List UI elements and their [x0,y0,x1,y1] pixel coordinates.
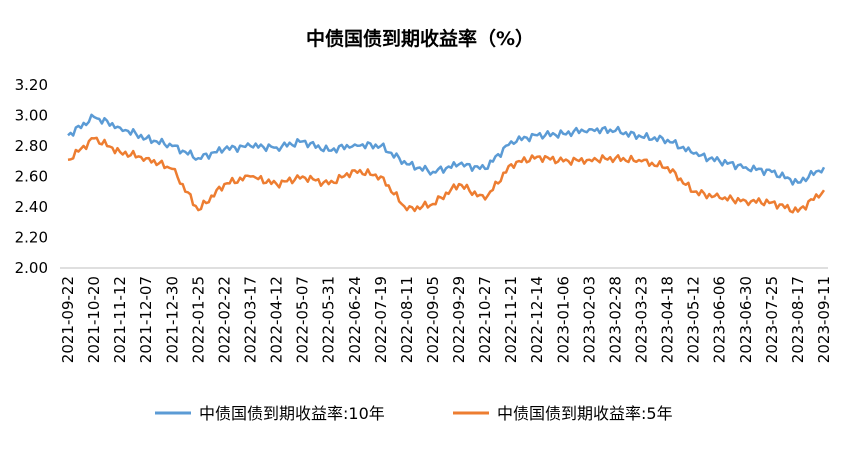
x-tick-label: 2021-10-20 [85,276,103,363]
y-tick-label: 2.40 [15,198,48,216]
x-tick-label: 2023-02-03 [580,276,598,363]
x-tick-label: 2023-05-12 [685,276,703,363]
x-tick-label: 2023-03-23 [633,276,651,363]
x-tick-label: 2022-03-17 [241,276,259,363]
x-tick-label: 2022-07-19 [372,276,390,363]
x-tick-label: 2022-05-31 [320,276,338,363]
y-tick-label: 3.00 [15,107,48,125]
x-tick-label: 2022-06-24 [346,276,364,363]
x-tick-label: 2022-11-21 [502,276,520,363]
x-tick-label: 2022-05-07 [294,276,312,363]
y-tick-label: 2.80 [15,137,48,155]
chart-title: 中债国债到期收益率（%） [306,27,534,50]
x-tick-label: 2021-11-12 [111,276,129,363]
x-tick-label: 2022-09-29 [450,276,468,363]
axes: 2.00 2.20 2.40 2.60 2.80 3.00 3.20 2021-09-22 20… [15,76,833,363]
x-tick-label: 2023-01-06 [554,276,572,363]
x-tick-label: 2022-09-05 [424,276,442,363]
y-tick-label: 2.60 [15,168,48,186]
series-line-5y [67,136,826,214]
y-tick-label: 2.00 [15,259,48,277]
y-tick-label: 2.20 [15,229,48,247]
legend-label: 中债国债到期收益率:10年 [199,404,385,423]
x-tick-label: 2023-08-17 [789,276,807,363]
x-tick-label: 2022-04-12 [268,276,286,363]
x-tick-label: 2023-06-30 [737,276,755,363]
x-tick-label: 2023-09-11 [815,276,833,363]
x-tick-label: 2021-12-07 [137,276,155,363]
x-tick-label: 2022-12-14 [528,276,546,363]
x-tick-label: 2021-09-22 [59,276,77,363]
y-tick-label: 3.20 [15,76,48,94]
x-tick-label: 2023-07-25 [763,276,781,363]
x-tick-label: 2023-04-18 [659,276,677,363]
series-line-10y [67,113,826,186]
x-tick-label: 2023-02-28 [606,276,624,363]
x-tick-label: 2023-06-06 [711,276,729,363]
x-tick-label: 2022-10-27 [476,276,494,363]
legend-label: 中债国债到期收益率:5年 [497,404,673,423]
x-tick-label: 2022-02-22 [215,276,233,363]
legend: 中债国债到期收益率:10年 中债国债到期收益率:5年 [155,404,673,423]
x-tick-label: 2022-08-11 [398,276,416,363]
series-lines [67,113,826,214]
x-tick-label: 2021-12-30 [163,276,181,363]
x-tick-label: 2022-01-25 [189,276,207,363]
